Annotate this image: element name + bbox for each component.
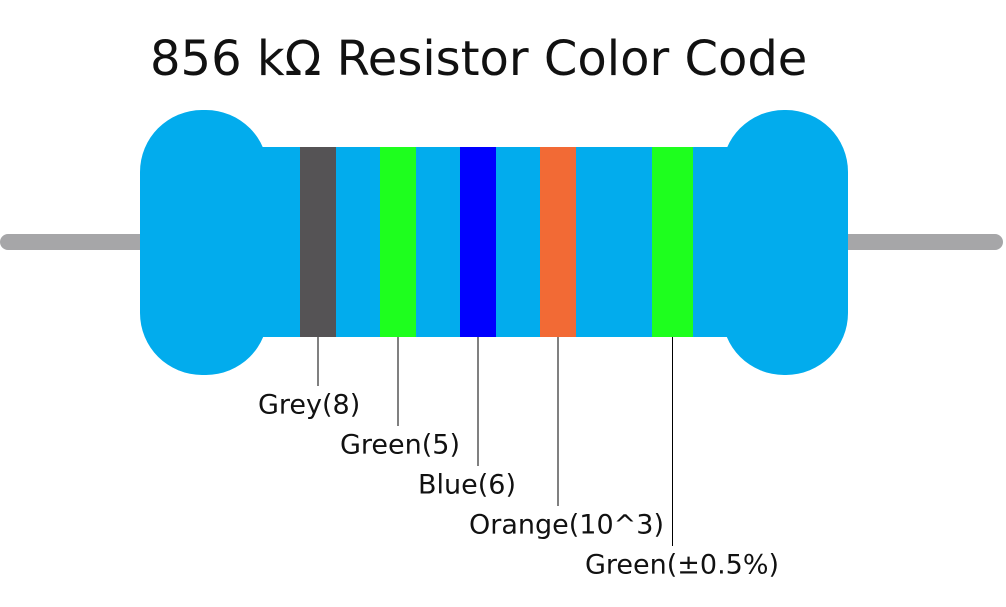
color-band bbox=[380, 147, 416, 337]
color-band bbox=[300, 147, 336, 337]
band-label: Orange(10^3) bbox=[469, 510, 664, 541]
title: 856 kΩ Resistor Color Code bbox=[150, 31, 807, 87]
band-label: Green(5) bbox=[340, 430, 460, 461]
bands: Grey(8) Green(5) Blue(6) Orange(10^3) Green(… bbox=[258, 147, 779, 581]
color-band bbox=[652, 147, 693, 337]
band-label: Grey(8) bbox=[258, 390, 360, 421]
color-band bbox=[460, 147, 496, 337]
color-band bbox=[540, 147, 576, 337]
band-label: Green(±0.5%) bbox=[585, 550, 779, 581]
body-left-cap bbox=[140, 110, 268, 375]
body-right-cap bbox=[722, 110, 848, 375]
band-label: Blue(6) bbox=[418, 470, 516, 501]
